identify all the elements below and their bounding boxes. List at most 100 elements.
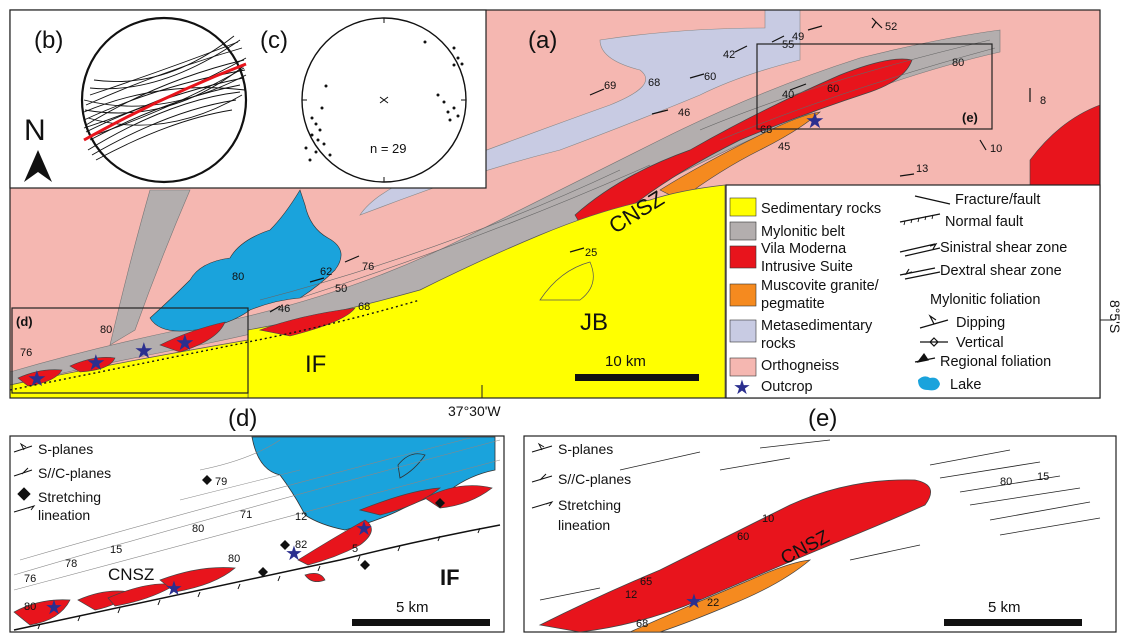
dip-value: 76	[362, 261, 374, 273]
legend-normal-label: Normal fault	[945, 214, 1023, 230]
dip-value: 80	[100, 324, 112, 336]
panel-label-b: (b)	[34, 27, 63, 54]
lake	[149, 189, 342, 332]
legend-swatch-muscovite	[729, 283, 757, 307]
inset-d-scale-label: 5 km	[396, 599, 429, 616]
legend-label: Vila Moderna	[761, 241, 847, 257]
legend-label: Intrusive Suite	[761, 259, 853, 275]
muscovite-granite-body	[659, 111, 821, 201]
inset-d-if-label: IF	[440, 565, 460, 590]
north-arrow-icon	[24, 150, 52, 182]
sinistral-icon	[899, 242, 941, 257]
inset-e-scale-label: 5 km	[988, 599, 1021, 616]
dip-value: 68	[636, 618, 648, 630]
cnsz-intrusion	[574, 58, 913, 233]
latitude-label: 8°5'S	[1107, 300, 1123, 333]
dip-value: 69	[604, 80, 616, 92]
dip-value: 76	[20, 347, 32, 359]
main-scale-label: 10 km	[605, 353, 646, 370]
legend-label: Mylonitic belt	[761, 224, 845, 240]
inset-e-measurements: 80 15 10 60 12 65 22 68	[625, 471, 1049, 630]
inset-d-if-fault	[13, 524, 501, 631]
legend-regional-label: Regional foliation	[940, 354, 1051, 370]
legend-swatch-metasedimentary	[729, 319, 757, 343]
inset-e-pegmatite	[629, 559, 812, 633]
inset-e-scale-bar	[944, 619, 1082, 626]
legend-fracture-label: Fracture/fault	[955, 192, 1040, 208]
dip-value: 49	[792, 31, 804, 43]
dip-value: 68	[648, 77, 660, 89]
legend-dipping-label: Dipping	[956, 315, 1005, 331]
dip-value: 60	[827, 83, 839, 95]
panel-label-a: (a)	[528, 27, 557, 54]
outcrop-star: ★	[45, 597, 63, 619]
inset-e-legend-sc-planes: S//C-planes	[558, 471, 631, 487]
inset-box-e-outline	[756, 43, 993, 130]
inset-e-legend-lineation: lineation	[558, 517, 610, 533]
outcrop-star: ★	[27, 366, 47, 391]
inset-d-scale-bar	[352, 619, 490, 626]
outcrop-star: ★	[134, 338, 154, 363]
legend-lake-label: Lake	[950, 377, 981, 393]
dip-value: 65	[640, 576, 652, 588]
legend-label: rocks	[761, 336, 796, 352]
dip-value: 12	[625, 589, 637, 601]
inset-d-lineation-markers	[202, 475, 445, 577]
legend-dextral-label: Dextral shear zone	[940, 263, 1062, 279]
dip-value: 76	[24, 573, 36, 585]
dip-value: 80	[232, 271, 244, 283]
inset-e-legend-stretching: Stretching	[558, 497, 621, 513]
dip-value: 60	[737, 531, 749, 543]
dip-value: 22	[707, 597, 719, 609]
stereonet-b	[80, 16, 248, 184]
dip-value: 50	[335, 283, 347, 295]
outcrop-star: ★	[685, 591, 703, 613]
legend: ★ Sedimentary rocks Mylonitic belt Vila …	[725, 184, 1101, 399]
dip-value: 10	[990, 143, 1002, 155]
dip-value: 46	[678, 107, 690, 119]
legend-foliation-title: Mylonitic foliation	[930, 292, 1040, 308]
inset-d-intrusions	[13, 485, 493, 626]
outcrop-star: ★	[165, 578, 183, 600]
dip-value: 60	[704, 71, 716, 83]
legend-star-icon: ★	[733, 377, 751, 399]
dip-value: 25	[585, 247, 597, 259]
inset-box-d-outline	[11, 307, 249, 394]
dip-value: 71	[240, 509, 252, 521]
inset-d-legend-stretching: Stretching	[38, 489, 101, 505]
inset-d-legend-icons	[13, 442, 36, 513]
measurements: 52 49 55 42 60 69 68 46 80 40 60 68 45 8…	[20, 21, 1046, 359]
inset-e-cnsz-body	[538, 479, 932, 633]
main-scale-bar	[575, 374, 699, 381]
legend-label: pegmatite	[761, 296, 825, 312]
inset-d-legend-sc-planes: S//C-planes	[38, 465, 111, 481]
fault-label-if: IF	[305, 351, 326, 378]
dip-value: 82	[295, 539, 307, 551]
outcrop-star: ★	[285, 543, 303, 565]
foliation-traces	[259, 39, 996, 301]
legend-swatch-vila-moderna	[729, 245, 757, 269]
sedimentary-basin-jb	[247, 184, 726, 399]
fracture-icon	[914, 195, 951, 205]
panel-label-e: (e)	[808, 405, 837, 432]
outcrop-star: ★	[86, 350, 106, 375]
dip-value: 80	[1000, 476, 1012, 488]
basin-label-jb: JB	[580, 309, 608, 336]
inset-d: (d) ★ ★ ★ ★ S-planes S//C-planes Stretch…	[9, 405, 505, 633]
legend-swatch-orthogneiss	[729, 357, 757, 377]
dipping-icon	[919, 314, 949, 329]
dip-value: 80	[228, 553, 240, 565]
intrusion-lens	[69, 357, 116, 373]
dip-value: 68	[760, 124, 772, 136]
dip-value: 52	[885, 21, 897, 33]
outcrop-star: ★	[805, 108, 825, 133]
intrusion-lens	[17, 369, 63, 387]
dip-value: 80	[24, 601, 36, 613]
dip-value: 62	[320, 266, 332, 278]
regional-foliation-arrow	[916, 352, 929, 363]
inset-box-d-label: (d)	[16, 314, 33, 329]
dip-value: 46	[278, 303, 290, 315]
foliation-symbols	[269, 17, 1031, 313]
dip-value: 68	[358, 301, 370, 313]
